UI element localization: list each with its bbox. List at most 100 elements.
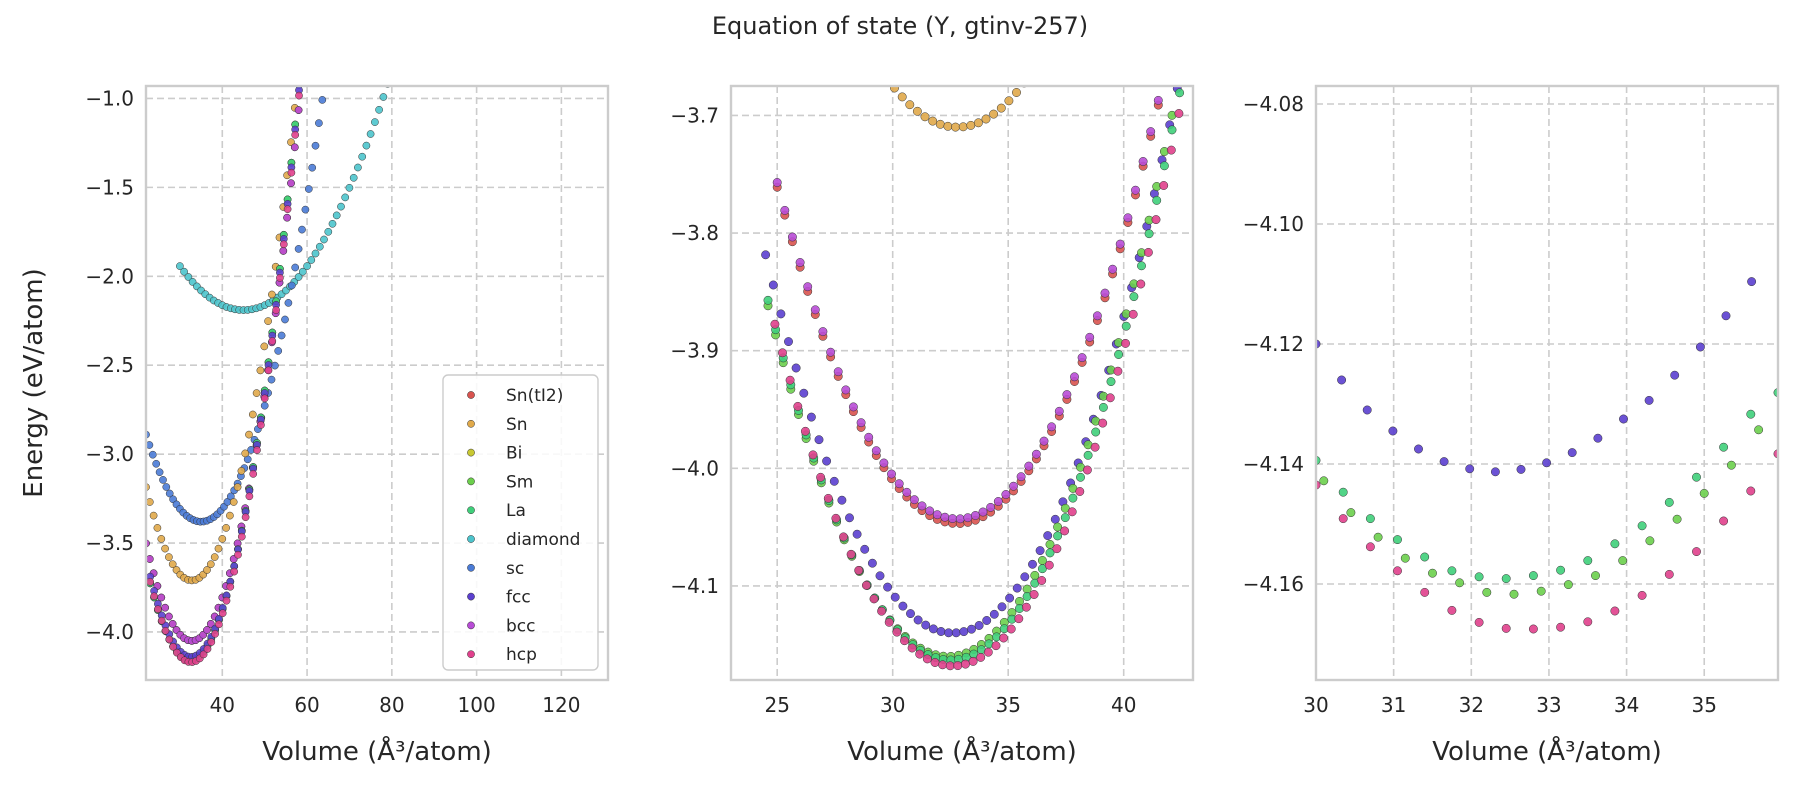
point-la — [1121, 321, 1131, 331]
point-fcc — [806, 412, 816, 422]
point-sn — [260, 342, 269, 351]
point-sm — [303, 0, 310, 5]
point-sc — [301, 205, 310, 214]
point-sn — [165, 553, 173, 561]
point-sc — [274, 347, 283, 355]
point-bcc — [948, 514, 957, 524]
point-la — [1501, 574, 1511, 584]
point-diamond — [184, 273, 193, 281]
point-sn — [146, 498, 154, 506]
point-bcc — [283, 213, 291, 222]
point-bcc — [887, 469, 896, 479]
point-bcc — [955, 514, 965, 524]
point-sm — [1591, 571, 1600, 581]
point-diamond — [298, 267, 307, 276]
point-sm — [299, 40, 306, 47]
axes-frame — [729, 84, 1195, 682]
y-tick-label: −4.08 — [1243, 92, 1304, 116]
point-la — [1474, 572, 1484, 582]
point-diamond — [341, 193, 350, 202]
point-sn — [951, 122, 960, 132]
point-hcp — [169, 642, 177, 651]
point-hcp — [241, 513, 250, 522]
point-bcc — [879, 458, 889, 468]
point-sn — [248, 410, 257, 419]
legend-marker — [467, 535, 475, 543]
x-tick-label: 40 — [1111, 693, 1136, 717]
point-fcc — [1050, 514, 1060, 524]
point-hcp — [991, 641, 1001, 651]
point-fcc — [890, 592, 900, 602]
point-hcp — [1583, 617, 1593, 627]
point-diamond — [328, 219, 337, 228]
point-bcc — [871, 446, 881, 456]
point-sn — [252, 389, 261, 397]
point-fcc — [959, 627, 969, 637]
point-sc — [152, 459, 161, 468]
point-fcc — [1465, 464, 1475, 474]
point-diamond — [337, 202, 345, 211]
point-la — [1719, 442, 1729, 452]
point-diamond — [294, 273, 303, 281]
point-bcc — [1108, 264, 1118, 274]
point-hcp — [907, 643, 917, 653]
plot-area — [731, 86, 1193, 680]
point-sc — [298, 225, 306, 234]
point-hcp — [222, 596, 231, 605]
point-bcc — [1024, 461, 1034, 471]
point-bcc — [1162, 64, 1170, 72]
point-fcc — [1043, 531, 1053, 541]
point-sn — [222, 524, 230, 532]
point-sn — [1004, 96, 1014, 106]
point-hcp — [1136, 279, 1146, 289]
point-bcc — [963, 513, 973, 523]
x-tick-label: 80 — [379, 693, 404, 717]
point-sc — [315, 119, 323, 127]
legend-label: La — [506, 501, 526, 521]
point-bcc — [795, 258, 805, 267]
point-hcp — [207, 638, 216, 646]
point-hcp — [1692, 547, 1701, 557]
point-hcp — [260, 394, 269, 403]
point-fcc — [845, 513, 854, 523]
point-bcc — [841, 385, 851, 395]
point-sc — [267, 375, 276, 384]
legend-label: hcp — [506, 645, 537, 665]
point-hcp — [165, 635, 174, 644]
point-diamond — [315, 242, 324, 251]
point-hcp — [1098, 418, 1108, 428]
point-diamond — [371, 118, 379, 126]
point-fcc — [1593, 433, 1603, 443]
point-hcp — [245, 492, 254, 501]
point-hcp — [234, 550, 242, 559]
point-hcp — [793, 401, 803, 411]
point-bcc — [932, 510, 942, 520]
point-bcc — [1001, 490, 1011, 499]
point-diamond — [393, 53, 400, 60]
point-diamond — [366, 130, 375, 138]
point-hcp — [146, 578, 155, 586]
point-sc — [326, 48, 333, 55]
point-fcc — [997, 602, 1007, 612]
point-hcp — [272, 306, 280, 314]
point-bcc — [970, 511, 980, 520]
point-sc — [162, 483, 171, 491]
point-hcp — [770, 319, 780, 329]
y-tick-label: −4.12 — [1243, 332, 1304, 356]
point-sc — [155, 468, 164, 477]
point-sm — [1400, 553, 1410, 563]
point-fcc — [1020, 572, 1030, 582]
y-tick-label: −4.1 — [670, 574, 719, 598]
point-fcc — [1414, 444, 1423, 454]
point-la — [1098, 402, 1108, 412]
point-bcc — [1169, 30, 1177, 38]
point-la — [1083, 450, 1093, 460]
figure-title: Equation of state (Y, gtinv-257) — [711, 12, 1089, 40]
point-sn — [233, 483, 242, 491]
point-hcp — [237, 532, 246, 541]
point-diamond — [358, 152, 367, 161]
point-hcp — [264, 366, 273, 375]
point-bcc — [1085, 332, 1095, 342]
point-sm — [1618, 556, 1628, 566]
point-bcc — [157, 593, 166, 602]
